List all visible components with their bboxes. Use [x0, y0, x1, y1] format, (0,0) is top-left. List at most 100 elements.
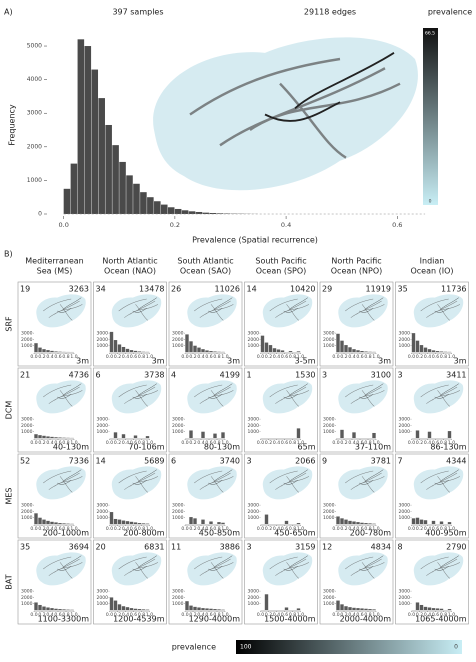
samples: 20	[96, 543, 106, 552]
mini-bar	[125, 607, 130, 610]
cell-frame	[168, 453, 243, 539]
mini-bar	[50, 436, 54, 438]
mini-bar	[197, 607, 201, 610]
mini-bar	[356, 350, 360, 352]
mini-bar	[34, 343, 38, 352]
mini-bar	[411, 333, 416, 352]
mini-x-tick-label: 0.8	[440, 612, 447, 618]
mini-x-tick-label: 0.6	[205, 354, 212, 360]
depth: 3m	[152, 357, 165, 366]
samples: 14	[247, 285, 257, 294]
network	[111, 552, 162, 586]
mini-bar	[42, 519, 46, 524]
samples: 11	[171, 543, 181, 552]
mini-bar	[419, 604, 424, 610]
mini-y-tick-label: 2000	[172, 595, 184, 601]
mini-y-tick-label: 2000	[323, 337, 335, 343]
network	[36, 466, 87, 500]
network	[187, 294, 238, 328]
column-header: Ocean (IO)	[410, 267, 453, 276]
mini-bar	[431, 520, 436, 524]
mini-x-tick-label: 1.0	[297, 354, 304, 360]
depth: 3-5m	[295, 357, 316, 366]
mini-x-tick-label: 0.4	[273, 526, 280, 532]
mini-bar	[423, 606, 428, 610]
row-label: SRF	[5, 316, 14, 332]
mini-y-tick-label: 2000	[323, 595, 335, 601]
cell-frame	[244, 367, 318, 453]
mini-x-tick-label: 0.8	[440, 440, 447, 446]
mini-y-tick-label: 1000	[172, 343, 184, 349]
mini-bar	[109, 331, 114, 352]
mini-y-tick-label: 1000	[248, 343, 260, 349]
mini-bar	[368, 523, 372, 524]
mini-bar	[364, 351, 368, 352]
mini-bar	[296, 523, 301, 524]
mini-bar	[427, 349, 432, 352]
mini-bar	[439, 521, 444, 524]
edges: 3694	[69, 543, 89, 552]
mini-x-tick-label: 0.0	[257, 354, 264, 360]
samples: 34	[96, 285, 106, 294]
row-label: BAT	[5, 574, 14, 589]
mini-x-tick-label: 1.0	[372, 354, 379, 360]
mini-x-tick-label: 0.8	[364, 440, 371, 446]
mini-y-tick-label: 3000	[97, 417, 109, 423]
samples: 4	[171, 371, 176, 380]
mini-bar	[46, 520, 50, 524]
x-axis-label: Prevalence (Spatial recurrence)	[192, 236, 318, 245]
mini-y-tick-label: 3000	[97, 503, 109, 509]
mini-y-tick-label: 1000	[172, 429, 184, 435]
mini-y-tick-label: 2000	[21, 423, 33, 429]
mini-x-tick-label: 0.4	[46, 354, 53, 360]
mini-x-tick-label: 0.0	[106, 612, 113, 618]
column-header: Sea (MS)	[37, 267, 73, 276]
mini-x-tick-label: 0.4	[122, 440, 129, 446]
mini-bar	[415, 340, 420, 352]
edges: 3781	[371, 457, 391, 466]
mini-x-tick-label: 0.4	[424, 526, 431, 532]
y-tick-label: 2000	[27, 143, 42, 150]
column-header: South Pacific	[255, 257, 306, 266]
mini-x-tick-label: 0.8	[62, 612, 69, 618]
samples: 26	[171, 285, 181, 294]
depth: 3m	[378, 357, 391, 366]
y-tick-label: 5000	[27, 43, 42, 50]
mini-x-tick-label: 0.4	[197, 354, 204, 360]
mini-bar	[54, 522, 58, 524]
mini-x-tick-label: 0.4	[348, 354, 355, 360]
mini-y-tick-label: 2000	[21, 595, 33, 601]
mini-x-tick-label: 0.2	[416, 526, 423, 532]
mini-y-tick-label: 1000	[172, 515, 184, 521]
mini-y-tick-label: 1000	[21, 343, 33, 349]
mini-bar	[113, 340, 118, 352]
mini-bar	[368, 609, 372, 610]
network	[111, 294, 162, 328]
mini-x-tick-label: 0.4	[424, 612, 431, 618]
mini-x-tick-label: 1.0	[448, 440, 455, 446]
mini-x-tick-label: 0.6	[54, 612, 61, 618]
mini-bar	[42, 606, 46, 610]
mini-bar	[133, 608, 138, 610]
network	[36, 552, 87, 586]
mini-bar	[201, 349, 205, 352]
bar	[167, 207, 175, 214]
mini-bar	[137, 523, 142, 524]
mini-y-tick-label: 1000	[248, 429, 260, 435]
mini-x-tick-label: 0.0	[332, 612, 339, 618]
mini-x-tick-label: 0.6	[205, 526, 212, 532]
mini-bar	[352, 607, 356, 610]
depth: 80-130m	[204, 443, 240, 452]
samples: 12	[322, 543, 332, 552]
mini-x-tick-label: 0.8	[289, 440, 296, 446]
mini-bar	[109, 512, 114, 524]
mini-x-tick-label: 1.0	[146, 612, 153, 618]
mini-x-tick-label: 0.8	[138, 354, 145, 360]
column-header: Ocean (NAO)	[104, 267, 156, 276]
edges: 11736	[441, 285, 466, 294]
mini-x-tick-label: 0.2	[340, 612, 347, 618]
samples: 6	[96, 371, 101, 380]
mini-x-tick-label: 0.4	[46, 526, 53, 532]
mini-x-tick-label: 0.4	[122, 354, 129, 360]
